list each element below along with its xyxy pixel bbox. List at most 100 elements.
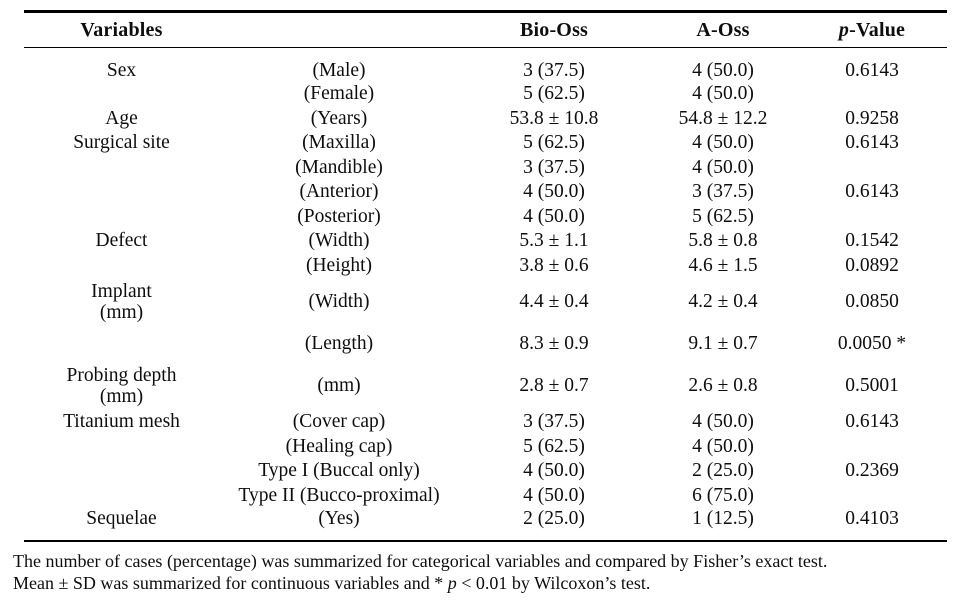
cell-category: (Cover cap) [292, 411, 386, 433]
cell-bio-oss: 5.3 ± 1.1 [519, 230, 589, 252]
table-row: (Height) 3.8 ± 0.6 4.6 ± 1.5 0.0892 [24, 254, 947, 279]
table-header-row: Variables Bio-Oss A-Oss p-Value [24, 11, 947, 48]
cell-variable [24, 484, 219, 509]
cell-bio-oss: 2.8 ± 0.7 [519, 375, 589, 396]
cell-p-value: 0.6143 [845, 60, 899, 81]
cell-a-oss: 9.1 ± 0.7 [688, 333, 758, 354]
cell-variable: Titanium mesh [63, 411, 180, 433]
cell-p-value [797, 156, 947, 181]
cell-category: (Maxilla) [302, 132, 376, 154]
cell-a-oss: 4 (50.0) [692, 60, 754, 81]
cell-category: (Width) [308, 291, 370, 312]
cell-bio-oss: 4 (50.0) [523, 460, 585, 482]
cell-bio-oss: 8.3 ± 0.9 [519, 333, 589, 354]
cell-a-oss: 3 (37.5) [692, 181, 754, 203]
cell-bio-oss: 4.4 ± 0.4 [519, 291, 589, 312]
header-a-oss: A-Oss [649, 11, 797, 48]
footnote-line-1: The number of cases (percentage) was sum… [13, 551, 828, 571]
cell-p-value [797, 82, 947, 107]
cell-bio-oss: 3 (37.5) [523, 156, 585, 178]
cell-a-oss: 4.6 ± 1.5 [688, 254, 758, 276]
cell-a-oss: 4 (50.0) [692, 435, 754, 457]
cell-category: (Years) [310, 107, 368, 129]
cell-category: Type I (Buccal only) [258, 460, 420, 482]
header-bio-oss: Bio-Oss [459, 11, 649, 48]
cell-variable [24, 180, 219, 205]
cell-variable: Sex [106, 60, 137, 81]
cell-category: (Female) [303, 83, 375, 105]
cell-variable [24, 82, 219, 107]
cell-variable [24, 435, 219, 460]
cell-bio-oss: 4 (50.0) [523, 181, 585, 203]
cell-a-oss: 2 (25.0) [692, 460, 754, 482]
cell-p-value: 0.6143 [845, 411, 899, 433]
p-value-rest: -Value [849, 18, 906, 41]
cell-a-oss: 4 (50.0) [692, 132, 754, 154]
cell-variable: Surgical site [73, 132, 170, 154]
table-row: (Length) 8.3 ± 0.9 9.1 ± 0.7 0.0050 * [24, 326, 947, 362]
table-row: (Posterior) 4 (50.0) 5 (62.5) [24, 205, 947, 230]
cell-category: (Male) [312, 60, 366, 81]
table-row: Sequelae (Yes) 2 (25.0) 1 (12.5) 0.4103 [24, 508, 947, 541]
cell-bio-oss: 5 (62.5) [523, 132, 585, 154]
cell-p-value [797, 484, 947, 509]
footnote-line-2: Mean ± SD was summarized for continuous … [13, 573, 949, 595]
cell-p-value [797, 435, 947, 460]
table-row: (Female) 5 (62.5) 4 (50.0) [24, 82, 947, 107]
cell-p-value: 0.0050 * [837, 333, 907, 354]
cell-category: (Length) [304, 333, 374, 354]
cell-bio-oss: 4 (50.0) [523, 484, 585, 506]
cell-a-oss: 5.8 ± 0.8 [688, 230, 758, 252]
cell-category: (Posterior) [297, 205, 381, 227]
cell-p-value: 0.2369 [845, 460, 899, 482]
table-row: Type I (Buccal only) 4 (50.0) 2 (25.0) 0.23… [24, 459, 947, 484]
cell-a-oss: 4 (50.0) [692, 156, 754, 178]
cell-bio-oss: 5 (62.5) [523, 83, 585, 105]
cell-bio-oss: 2 (25.0) [523, 508, 585, 529]
cell-category: (Height) [305, 254, 373, 276]
cell-a-oss: 54.8 ± 12.2 [678, 107, 768, 129]
cell-a-oss: 6 (75.0) [692, 484, 754, 506]
table-row: Defect (Width) 5.3 ± 1.1 5.8 ± 0.8 0.1542 [24, 229, 947, 254]
cell-p-value: 0.4103 [845, 508, 899, 529]
cell-p-value [797, 205, 947, 230]
table-row: Surgical site (Maxilla) 5 (62.5) 4 (50.0) 0.… [24, 131, 947, 156]
footnote-line-2-prefix: Mean ± SD was summarized for continuous … [13, 572, 448, 593]
table-body: Sex (Male) 3 (37.5) 4 (50.0) 0.6143 (Female) 5… [24, 48, 947, 542]
table-row: (Mandible) 3 (37.5) 4 (50.0) [24, 156, 947, 181]
cell-variable [24, 205, 219, 230]
cell-variable [24, 156, 219, 181]
table-row: Titanium mesh (Cover cap) 3 (37.5) 4 (50.0)… [24, 410, 947, 435]
cell-category: Type II (Bucco-proximal) [238, 484, 440, 506]
cell-category: (Mandible) [295, 156, 383, 178]
variable-line: Implant [91, 280, 152, 302]
data-table: Variables Bio-Oss A-Oss p-Value Sex (Male… [24, 10, 947, 542]
cell-variable [24, 254, 219, 279]
variable-line: Probing depth [66, 364, 177, 386]
table-row: Age (Years) 53.8 ± 10.8 54.8 ± 12.2 0.9258 [24, 107, 947, 132]
header-category [219, 11, 459, 48]
cell-bio-oss: 53.8 ± 10.8 [509, 107, 599, 129]
cell-variable: Probing depth (mm) [24, 362, 219, 410]
table-row: Probing depth (mm) (mm) 2.8 ± 0.7 2.6 ± 0.8 0… [24, 362, 947, 410]
cell-a-oss: 2.6 ± 0.8 [688, 375, 758, 396]
footnote: The number of cases (percentage) was sum… [13, 551, 949, 594]
header-p-value: p-Value [797, 11, 947, 48]
cell-a-oss: 4 (50.0) [692, 411, 754, 433]
cell-a-oss: 1 (12.5) [692, 508, 754, 529]
cell-bio-oss: 3 (37.5) [523, 411, 585, 433]
cell-p-value: 0.6143 [845, 132, 899, 154]
footnote-line-2-suffix: < 0.01 by Wilcoxon’s test. [456, 572, 651, 593]
cell-variable: Implant (mm) [24, 278, 219, 326]
cell-bio-oss: 3 (37.5) [523, 60, 585, 81]
cell-p-value: 0.6143 [845, 181, 899, 203]
header-variables: Variables [24, 11, 219, 48]
cell-category: (Anterior) [299, 181, 379, 203]
variable-line: (mm) [99, 302, 144, 323]
p-value-italic-p: p [838, 18, 850, 41]
cell-variable: Age [105, 107, 138, 129]
cell-bio-oss: 5 (62.5) [523, 435, 585, 457]
table-row: Sex (Male) 3 (37.5) 4 (50.0) 0.6143 [24, 48, 947, 83]
cell-category: (Width) [308, 230, 370, 252]
